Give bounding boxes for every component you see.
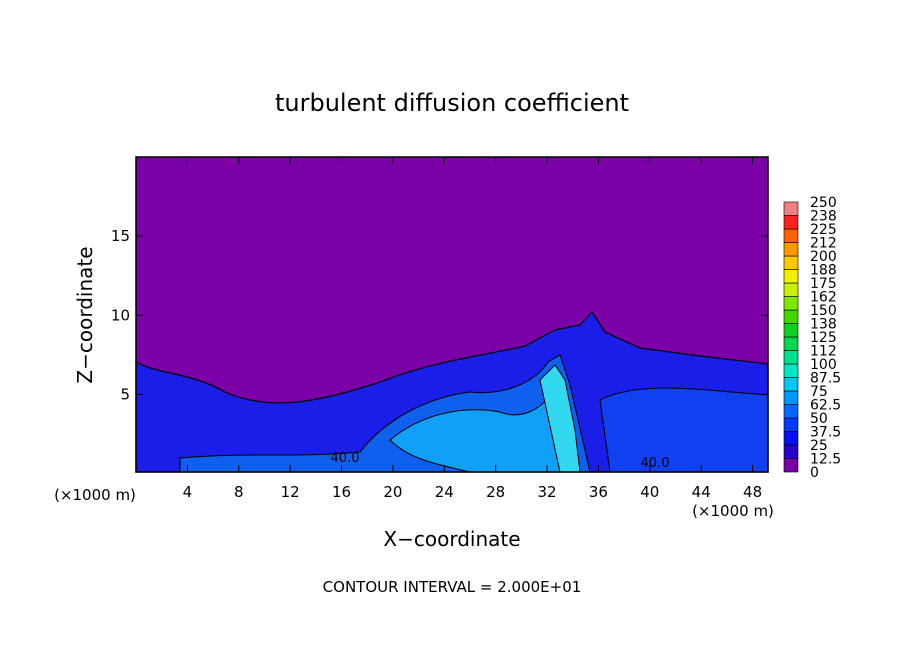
colorbar-label: 62.5 [810, 398, 841, 414]
x-tick-label: 28 [486, 483, 505, 501]
colorbar-cell [783, 255, 799, 270]
x-tick-label: 48 [743, 483, 762, 501]
x-tick-label: 36 [589, 483, 608, 501]
colorbar-label: 12.5 [810, 452, 841, 468]
colorbar-label: 200 [810, 249, 837, 265]
y-axis-title: Z−coordinate [73, 246, 97, 383]
colorbar-label: 162 [810, 290, 837, 306]
colorbar-label: 50 [810, 411, 828, 427]
colorbar-cell [783, 323, 799, 338]
colorbar-label: 100 [810, 357, 837, 373]
colorbar-label: 138 [810, 317, 837, 333]
colorbar-label: 212 [810, 236, 837, 252]
colorbar-label: 112 [810, 344, 837, 360]
colorbar-cell [783, 336, 799, 351]
colorbar-label: 250 [810, 195, 837, 211]
colorbar-cell [783, 350, 799, 365]
footer-note: CONTOUR INTERVAL = 2.000E+01 [323, 578, 582, 596]
colorbar-label: 175 [810, 276, 837, 292]
colorbar-label: 150 [810, 303, 837, 319]
x-tick-label: 44 [692, 483, 711, 501]
x-tick-label: 20 [383, 483, 402, 501]
y-tick-label: 5 [120, 385, 130, 403]
colorbar-cell [783, 282, 799, 297]
colorbar-label: 25 [810, 438, 828, 454]
colorbar-label: 37.5 [810, 425, 841, 441]
colorbar-cell [783, 377, 799, 392]
colorbar-cell [783, 296, 799, 311]
colorbar-cell [783, 201, 799, 216]
x-tick-label: 4 [183, 483, 193, 501]
x-tick-label: 24 [435, 483, 454, 501]
x-axis-title: X−coordinate [383, 527, 520, 551]
y-tick-label: 10 [111, 306, 130, 324]
x-unit-label: (×1000 m) [54, 486, 136, 504]
x-tick-label: 40 [640, 483, 659, 501]
colorbar-cell [783, 431, 799, 446]
x-tick-label: 16 [332, 483, 351, 501]
x-tick-label: 32 [538, 483, 557, 501]
colorbar-cell [783, 242, 799, 257]
colorbar-label: 188 [810, 263, 837, 279]
x-tick-label: 8 [234, 483, 244, 501]
x-unit-label: (×1000 m) [692, 502, 774, 520]
colorbar-label: 75 [810, 384, 828, 400]
colorbar-label: 238 [810, 209, 837, 225]
colorbar-cell [783, 417, 799, 432]
colorbar-label: 225 [810, 222, 837, 238]
colorbar-label: 87.5 [810, 371, 841, 387]
colorbar-cell [783, 458, 799, 473]
colorbar-cell [783, 404, 799, 419]
colorbar-cell [783, 309, 799, 324]
y-tick-label: 15 [111, 227, 130, 245]
chart-title: turbulent diffusion coefficient [275, 89, 629, 117]
field-region [599, 387, 769, 473]
contour-label: 40.0 [331, 451, 360, 466]
plot-field [135, 157, 769, 473]
colorbar-cell [783, 269, 799, 284]
colorbar-cell [783, 363, 799, 378]
colorbar-label: 0 [810, 465, 819, 481]
colorbar-cell [783, 444, 799, 459]
colorbar-label: 125 [810, 330, 837, 346]
colorbar-cell [783, 390, 799, 405]
contour-label: 40.0 [641, 456, 670, 471]
field-region [389, 378, 576, 473]
colorbar-cell [783, 228, 799, 243]
plot-frame [135, 156, 769, 473]
x-tick-label: 12 [281, 483, 300, 501]
colorbar-cell [783, 215, 799, 230]
